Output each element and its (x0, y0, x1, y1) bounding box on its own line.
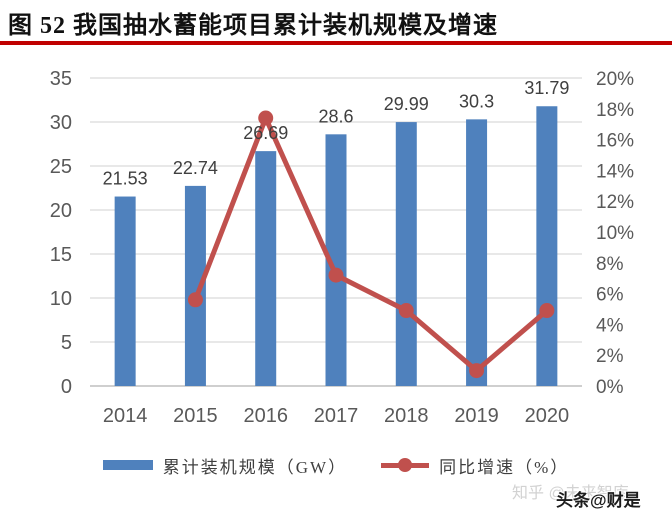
y-axis-left-tick: 30 (50, 112, 72, 134)
y-axis-left-tick: 5 (61, 332, 72, 354)
bar-value-label: 31.79 (524, 78, 569, 98)
bar-swatch-icon (102, 460, 153, 470)
chart-title: 图 52 我国抽水蓄能项目累计装机规模及增速 (8, 13, 498, 39)
bar-value-label: 21.53 (103, 169, 148, 189)
bar-value-label: 29.99 (384, 94, 429, 114)
legend-item-growth: 同比增速（%） (381, 453, 569, 478)
bar-value-label: 22.74 (173, 158, 218, 178)
chart-legend: 累计装机规模（GW） 同比增速（%） (0, 451, 672, 479)
y-axis-right-tick: 6% (596, 285, 624, 306)
bar-2020 (536, 106, 558, 387)
bar-2017 (325, 134, 347, 386)
title-underline (0, 41, 672, 45)
x-axis-label: 2016 (243, 405, 288, 427)
y-axis-right-tick: 10% (596, 223, 634, 244)
bar-value-label: 28.6 (318, 106, 353, 126)
y-axis-left-tick: 35 (50, 68, 72, 90)
report-header: 图 52 我国抽水蓄能项目累计装机规模及增速 (0, 0, 672, 46)
y-axis-right-tick: 2% (596, 346, 624, 367)
legend-label-growth: 同比增速（%） (439, 457, 570, 477)
watermark-zhihu: 知乎 @未来智库 (512, 485, 629, 502)
y-axis-left-tick: 15 (50, 244, 72, 266)
x-axis-label: 2020 (525, 405, 570, 427)
growth-point (328, 267, 344, 283)
bar-2018 (395, 122, 417, 386)
x-axis-label: 2015 (173, 405, 218, 427)
y-axis-right-tick: 14% (596, 161, 634, 182)
x-axis-label: 2019 (454, 405, 499, 427)
y-axis-right-tick: 0% (596, 377, 624, 398)
legend-item-capacity: 累计装机规模（GW） (102, 453, 348, 478)
y-axis-left-tick: 0 (61, 376, 72, 398)
growth-point (187, 292, 203, 308)
legend-label-capacity: 累计装机规模（GW） (162, 457, 348, 477)
growth-line (193, 111, 549, 374)
bar-2016 (255, 151, 277, 386)
growth-point (398, 303, 414, 319)
y-axis-right-tick: 20% (596, 69, 634, 90)
y-axis-right-tick: 8% (596, 254, 624, 275)
bar-value-label: 30.3 (459, 91, 494, 111)
x-axis-label: 2017 (314, 405, 359, 427)
x-axis-label: 2014 (103, 405, 148, 427)
growth-point (258, 110, 274, 126)
y-axis-right-tick: 16% (596, 131, 634, 152)
x-axis-label: 2018 (384, 405, 429, 427)
bar-value-label: 26.69 (243, 123, 288, 143)
y-axis-left-tick: 25 (50, 156, 72, 178)
bar-2015 (184, 185, 206, 386)
growth-point (539, 303, 555, 319)
y-axis-right-tick: 18% (596, 100, 634, 121)
growth-point (469, 363, 485, 379)
y-axis-left-tick: 20 (50, 200, 72, 222)
y-axis-right-tick: 4% (596, 315, 624, 336)
y-axis-right-tick: 12% (596, 192, 634, 213)
line-dot-icon (381, 458, 430, 472)
bar-2014 (114, 196, 136, 386)
bar-2019 (466, 119, 488, 387)
watermark-toutiao: 头条@财是 (556, 491, 641, 510)
y-axis-left-tick: 10 (50, 288, 72, 310)
